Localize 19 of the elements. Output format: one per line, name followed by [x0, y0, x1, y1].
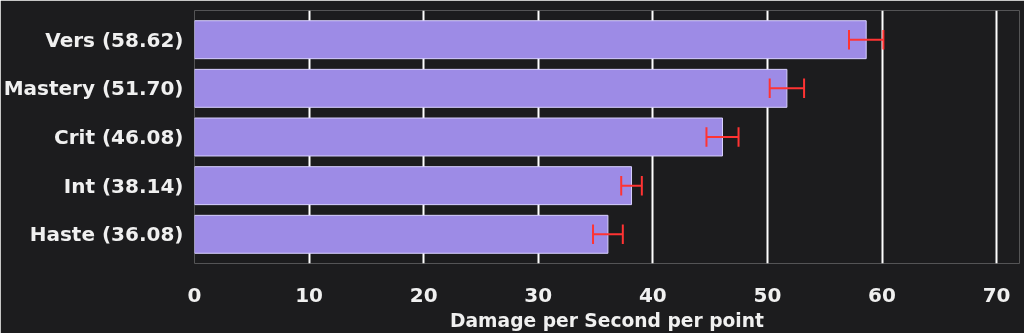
y-tick-label: Int (38.14) — [63, 173, 184, 198]
x-tick-label: 10 — [295, 282, 324, 307]
x-axis-title: Damage per Second per point — [450, 309, 765, 331]
y-tick-label: Haste (36.08) — [29, 222, 184, 247]
bar — [194, 214, 609, 254]
x-tick-label: 50 — [753, 282, 782, 307]
x-tick-label: 40 — [638, 282, 667, 307]
bar — [194, 166, 633, 206]
bar — [194, 20, 867, 60]
y-tick-label: Crit (46.08) — [54, 125, 184, 149]
bar — [194, 117, 723, 157]
bar — [194, 68, 788, 108]
y-tick-label: Vers (58.62) — [45, 27, 184, 52]
x-tick-label: 30 — [524, 282, 553, 307]
x-tick-label: 0 — [187, 282, 202, 307]
y-tick-label: Mastery (51.70) — [3, 76, 184, 101]
x-tick-label: 70 — [982, 282, 1011, 307]
x-tick-label: 60 — [868, 282, 896, 307]
x-tick-label: 20 — [409, 282, 438, 307]
